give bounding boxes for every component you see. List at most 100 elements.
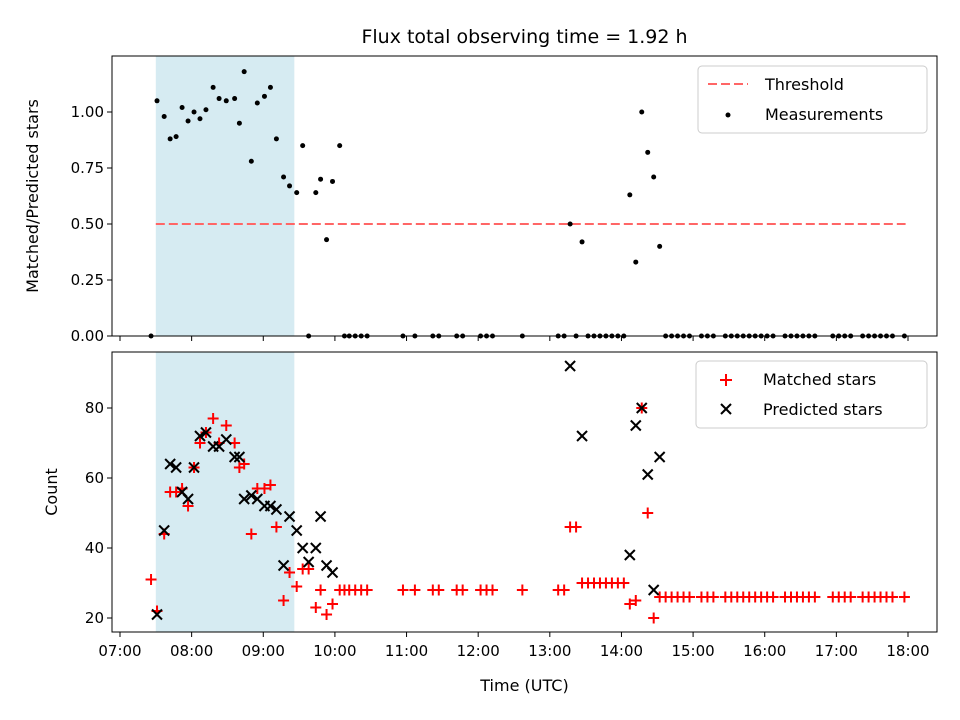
x-tick-label: 16:00 <box>743 642 786 660</box>
legend-matched-swatch <box>720 374 732 386</box>
predicted-star-point <box>326 566 339 579</box>
x-tick-label: 15:00 <box>671 642 714 660</box>
matched-star-point <box>642 507 654 519</box>
matched-star-point <box>409 584 421 596</box>
measurement-point <box>627 192 633 198</box>
bottom-axes-frame <box>111 351 938 633</box>
measurement-point <box>579 239 585 245</box>
bottom-legend: Matched stars Predicted stars <box>695 360 928 429</box>
predicted-star-point <box>647 584 660 596</box>
matched-star-point <box>516 584 528 596</box>
matched-star-point <box>845 591 857 603</box>
x-axis-label: Time (UTC) <box>479 676 568 695</box>
matched-star-point <box>278 595 290 606</box>
matched-star-point <box>315 584 327 596</box>
predicted-star-point <box>314 510 327 523</box>
x-tick-label: 12:00 <box>457 642 500 660</box>
legend-matched-label: Matched stars <box>763 370 876 389</box>
predicted-star-point <box>310 542 322 554</box>
measurement-point <box>191 109 197 115</box>
measurement-point <box>567 221 573 227</box>
matched-star-point <box>245 528 257 540</box>
top-y-tick-label: 0.00 <box>71 327 104 345</box>
measurement-point <box>633 259 639 265</box>
measurement-point <box>313 190 319 196</box>
measurement-point <box>330 178 336 184</box>
x-tick-label: 08:00 <box>170 642 213 660</box>
matched-star-point <box>258 483 270 494</box>
measurement-point <box>645 149 651 155</box>
top-y-tick-label: 0.25 <box>71 271 104 289</box>
measurement-point <box>173 134 179 140</box>
matched-star-point <box>170 486 182 498</box>
matched-star-point <box>648 612 660 624</box>
predicted-star-point <box>238 493 250 505</box>
matched-star-point <box>707 591 719 603</box>
measurement-point <box>232 96 238 102</box>
predicted-star-point <box>564 360 576 372</box>
matched-star-point <box>624 598 636 610</box>
matched-stars-points <box>145 402 910 624</box>
top-y-tick-label: 0.50 <box>71 215 104 233</box>
matched-star-point <box>487 584 499 596</box>
matched-star-point <box>767 591 779 603</box>
matched-star-point <box>310 602 322 613</box>
matched-star-point <box>433 584 445 596</box>
top-y-tick-label: 1.00 <box>71 103 104 121</box>
top-y-ticks: 0.00 0.25 0.50 0.75 1.00 <box>71 103 112 345</box>
predicted-star-point <box>653 451 666 463</box>
predicted-star-point <box>277 559 290 572</box>
matched-star-point <box>886 591 898 603</box>
predicted-star-point <box>188 461 200 474</box>
matched-star-point <box>207 413 219 424</box>
measurement-point <box>210 84 216 90</box>
top-legend-box <box>697 65 928 134</box>
matched-star-point <box>684 591 696 603</box>
predicted-star-point <box>170 461 182 474</box>
predicted-star-point <box>151 608 163 621</box>
measurement-point <box>281 174 287 180</box>
matched-star-point <box>457 584 469 596</box>
predicted-star-point <box>182 493 194 505</box>
matched-star-point <box>809 591 821 603</box>
legend-measurements-swatch <box>725 112 731 118</box>
predicted-star-point <box>245 489 258 502</box>
measurement-point <box>216 96 222 102</box>
x-tick-label: 07:00 <box>98 642 141 660</box>
measurement-point <box>639 109 645 115</box>
predicted-star-point <box>200 426 212 439</box>
measurement-point <box>254 100 260 106</box>
measurement-point <box>337 143 343 149</box>
predicted-star-point <box>158 524 170 537</box>
x-tick-label: 09:00 <box>242 642 285 660</box>
top-observing-span <box>155 56 295 336</box>
x-tick-label: 18:00 <box>886 642 929 660</box>
predicted-star-point <box>576 430 588 442</box>
x-tick-label: 11:00 <box>385 642 428 660</box>
predicted-star-point <box>233 451 246 463</box>
bottom-y-axis-label: Count <box>42 468 61 516</box>
predicted-star-point <box>270 503 283 516</box>
predicted-star-point <box>290 524 303 537</box>
measurement-point <box>154 98 160 104</box>
measurement-point <box>203 107 209 113</box>
matched-star-point <box>238 458 250 470</box>
legend-predicted-swatch <box>720 403 732 415</box>
matched-star-point <box>558 584 570 596</box>
predicted-star-point <box>636 402 648 414</box>
matched-star-point <box>145 574 157 585</box>
chart-title: Flux total observing time = 1.92 h <box>361 26 687 48</box>
matched-star-point <box>220 420 232 431</box>
matched-star-point <box>284 567 296 578</box>
predicted-star-point <box>642 468 654 481</box>
matched-star-point <box>327 598 339 610</box>
matched-star-point <box>194 437 206 449</box>
matched-star-point <box>397 584 409 596</box>
predicted-star-point <box>264 500 277 512</box>
matched-star-point <box>291 581 303 592</box>
predicted-stars-points <box>151 360 666 621</box>
top-y-axis-label: Matched/Predicted stars <box>23 99 42 293</box>
x-tick-label: 13:00 <box>528 642 571 660</box>
predicted-star-point <box>194 430 206 442</box>
